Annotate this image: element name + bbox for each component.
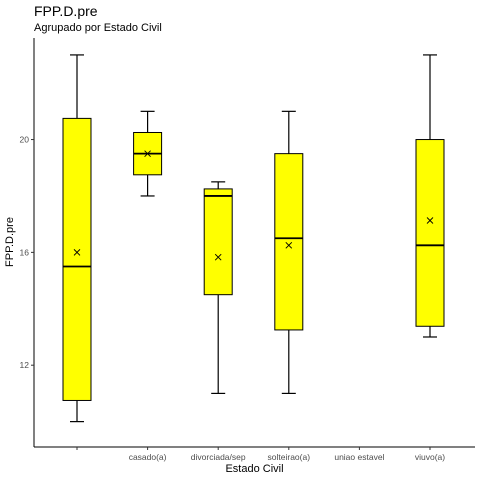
y-axis: 12 16 20 bbox=[20, 135, 34, 370]
box-group bbox=[133, 110, 163, 197]
box-group bbox=[415, 54, 445, 338]
mean-marker bbox=[426, 217, 434, 224]
box-iqr bbox=[415, 139, 445, 327]
y-tick-label: 20 bbox=[20, 135, 30, 145]
box-group bbox=[203, 181, 233, 395]
plot-area bbox=[62, 54, 445, 423]
x-tick-label: casado(a) bbox=[129, 452, 167, 462]
y-axis-title: FPP.D.pre bbox=[4, 217, 16, 267]
y-tick-label: 12 bbox=[20, 360, 30, 370]
box-group bbox=[274, 110, 304, 395]
box-iqr bbox=[274, 153, 304, 331]
mean-marker bbox=[285, 242, 293, 249]
x-axis: casado(a) divorciada/sep solteirao(a) uniao… bbox=[76, 447, 445, 462]
x-tick-label: uniao estavel bbox=[334, 452, 384, 462]
x-tick-label: solteirao(a) bbox=[268, 452, 311, 462]
box-iqr bbox=[203, 188, 233, 296]
chart-subtitle: Agrupado por Estado Civil bbox=[34, 22, 162, 34]
mean-marker bbox=[144, 150, 151, 157]
box-group bbox=[62, 54, 92, 423]
mean-marker bbox=[73, 249, 81, 256]
x-axis-title: Estado Civil bbox=[225, 463, 283, 475]
mean-marker bbox=[214, 253, 222, 261]
x-tick-label: divorciada/sep bbox=[191, 452, 246, 462]
x-tick-label: viuvo(a) bbox=[415, 452, 445, 462]
chart-title: FPP.D.pre bbox=[34, 3, 98, 19]
box-iqr bbox=[62, 117, 92, 401]
y-tick-label: 16 bbox=[20, 247, 30, 257]
